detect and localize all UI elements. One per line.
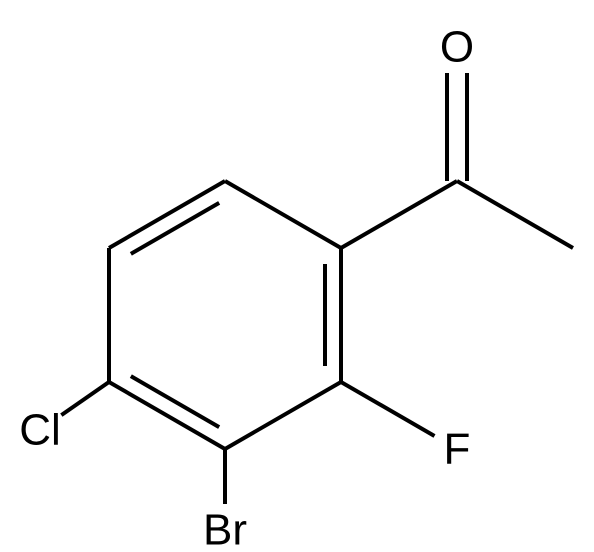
bond bbox=[225, 382, 341, 449]
atom-label: F bbox=[444, 425, 471, 474]
molecule-diagram: O F Br Cl bbox=[0, 0, 594, 552]
bond bbox=[457, 181, 573, 248]
bond bbox=[225, 181, 341, 248]
bond bbox=[341, 181, 457, 248]
bond bbox=[341, 382, 434, 436]
atom-label: Cl bbox=[19, 406, 61, 455]
bond bbox=[109, 181, 225, 248]
atom-label: Br bbox=[203, 506, 247, 552]
atom-label: O bbox=[440, 23, 474, 72]
bond bbox=[109, 382, 225, 449]
bond bbox=[61, 382, 109, 415]
